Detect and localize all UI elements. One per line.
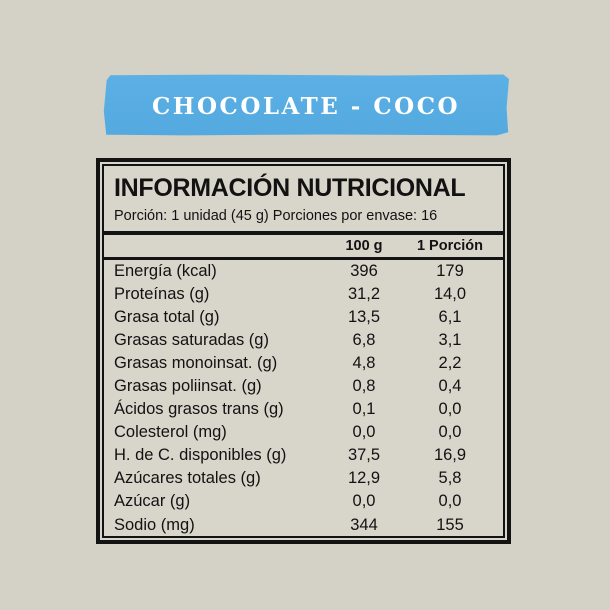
flavor-banner: CHOCOLATE - COCO xyxy=(103,74,509,136)
value-per-100g: 344 xyxy=(350,515,378,534)
column-header-row: 100 g 1 Porción xyxy=(104,235,503,257)
nutrient-table: Energía (kcal) 396 179 Proteínas (g) 31,… xyxy=(104,260,503,537)
value-per-portion: 0,0 xyxy=(438,492,462,511)
value-per-100g: 31,2 xyxy=(347,284,381,303)
value-per-100g: 0,8 xyxy=(352,377,376,396)
nutrient-name: Sodio (mg) xyxy=(114,515,195,534)
value-per-portion: 6,1 xyxy=(438,307,462,326)
table-row: Ácidos grasos trans (g) 0,1 0,0 xyxy=(104,398,503,421)
nutrient-name: Grasas saturadas (g) xyxy=(114,330,269,349)
table-row: Grasa total (g) 13,5 6,1 xyxy=(104,306,503,329)
value-per-100g: 0,0 xyxy=(352,423,376,442)
table-row: Sodio (mg) 344 155 xyxy=(104,514,503,536)
nutrition-label-title: INFORMACIÓN NUTRICIONAL xyxy=(114,174,466,202)
table-row: Energía (kcal) 396 179 xyxy=(104,260,503,283)
nutrient-name: Ácidos grasos trans (g) xyxy=(114,400,284,419)
value-per-portion: 16,9 xyxy=(433,446,467,465)
table-row: Azúcares totales (g) 12,9 5,8 xyxy=(104,467,503,490)
column-header-100g: 100 g xyxy=(345,238,383,254)
nutrient-name: Grasas monoinsat. (g) xyxy=(114,353,278,372)
value-per-100g: 4,8 xyxy=(352,353,376,372)
nutrient-name: Azúcar (g) xyxy=(114,492,191,511)
nutrient-name: Proteínas (g) xyxy=(114,284,210,303)
nutrition-label: INFORMACIÓN NUTRICIONAL Porción: 1 unida… xyxy=(96,158,511,544)
table-row: Grasas monoinsat. (g) 4,8 2,2 xyxy=(104,352,503,375)
nutrient-name: Azúcares totales (g) xyxy=(114,469,261,488)
nutrient-name: Grasa total (g) xyxy=(114,307,220,326)
value-per-100g: 37,5 xyxy=(347,446,381,465)
column-header-portion: 1 Porción xyxy=(416,238,484,254)
nutrient-name: Grasas poliinsat. (g) xyxy=(114,377,262,396)
divider-thick xyxy=(104,231,503,235)
table-row: Colesterol (mg) 0,0 0,0 xyxy=(104,421,503,444)
table-row: H. de C. disponibles (g) 37,5 16,9 xyxy=(104,444,503,467)
nutrient-name: H. de C. disponibles (g) xyxy=(114,446,287,465)
value-per-100g: 0,1 xyxy=(352,400,376,419)
value-per-portion: 5,8 xyxy=(438,469,462,488)
value-per-100g: 396 xyxy=(350,261,378,280)
value-per-100g: 13,5 xyxy=(347,307,381,326)
value-per-portion: 3,1 xyxy=(438,330,462,349)
value-per-portion: 179 xyxy=(436,261,464,280)
flavor-banner-title: CHOCOLATE - COCO xyxy=(151,92,461,120)
value-per-portion: 2,2 xyxy=(438,353,462,372)
value-per-100g: 0,0 xyxy=(352,492,376,511)
value-per-100g: 12,9 xyxy=(347,469,381,488)
nutrient-name: Energía (kcal) xyxy=(114,261,217,280)
table-row: Grasas poliinsat. (g) 0,8 0,4 xyxy=(104,375,503,398)
table-row: Azúcar (g) 0,0 0,0 xyxy=(104,490,503,513)
table-row: Proteínas (g) 31,2 14,0 xyxy=(104,283,503,306)
value-per-portion: 0,0 xyxy=(438,400,462,419)
value-per-portion: 14,0 xyxy=(433,284,467,303)
divider-thin xyxy=(104,257,503,260)
value-per-portion: 155 xyxy=(436,515,464,534)
serving-info: Porción: 1 unidad (45 g) Porciones por e… xyxy=(114,208,438,224)
table-row: Grasas saturadas (g) 6,8 3,1 xyxy=(104,329,503,352)
value-per-portion: 0,4 xyxy=(438,377,462,396)
nutrition-label-inner: INFORMACIÓN NUTRICIONAL Porción: 1 unida… xyxy=(102,164,505,538)
value-per-portion: 0,0 xyxy=(438,423,462,442)
value-per-100g: 6,8 xyxy=(352,330,376,349)
nutrient-name: Colesterol (mg) xyxy=(114,423,227,442)
